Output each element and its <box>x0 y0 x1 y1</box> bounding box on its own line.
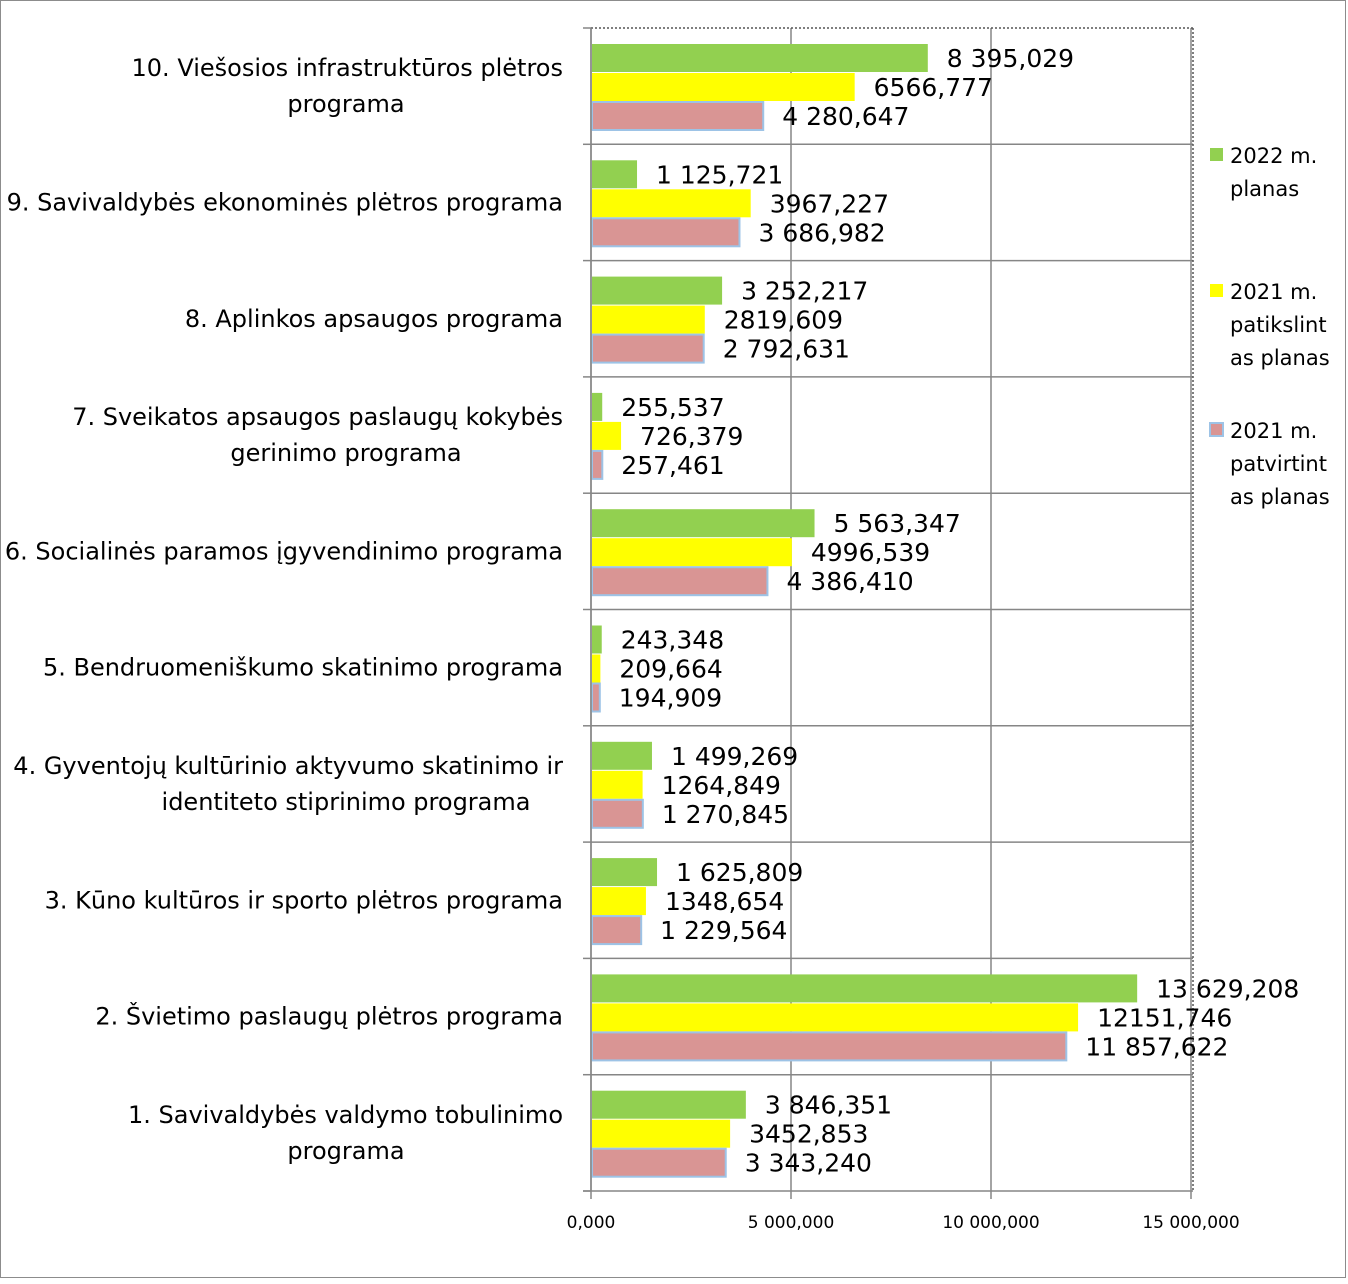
legend: 2022 m. planas 2021 m. patikslint as planas 2… <box>1209 144 1330 509</box>
bar-2-cat-1 <box>592 73 855 101</box>
bar-2-cat-10 <box>592 1119 731 1148</box>
bar-2-cat-7 <box>592 770 643 799</box>
value-label-2-cat-9: 12151,746 <box>1097 1003 1232 1032</box>
category-label-6-line-1: 5. Bendruomeniškumo skatinimo programa <box>43 654 563 682</box>
value-label-1-cat-7: 1 499,269 <box>671 742 798 771</box>
value-label-3-cat-1: 4 280,647 <box>782 102 909 131</box>
legend-swatch-3 <box>1209 422 1224 437</box>
grid-layer <box>590 27 1194 1191</box>
value-label-1-cat-10: 3 846,351 <box>765 1091 892 1120</box>
x-tick-label-1: 5 000,000 <box>748 1213 835 1233</box>
bar-2-cat-9 <box>592 1003 1079 1032</box>
value-label-1-cat-6: 243,348 <box>621 626 724 655</box>
legend-label-3-line-2: patvirtint <box>1230 452 1327 476</box>
legend-label-3-line-3: as planas <box>1230 485 1330 509</box>
legend-label-2-line-3: as planas <box>1230 346 1330 370</box>
bar-2-cat-2 <box>592 189 751 218</box>
legend-label-2-line-1: 2021 m. <box>1230 280 1317 304</box>
category-label-5-line-1: 6. Socialinės paramos įgyvendinimo progr… <box>5 537 563 565</box>
bar-2-cat-4 <box>592 421 622 450</box>
x-tick-label-3: 15 000,000 <box>1142 1213 1239 1233</box>
value-label-2-cat-8: 1348,654 <box>665 887 784 916</box>
bar-3-cat-6 <box>591 682 601 713</box>
bar-3-cat-3 <box>591 333 705 364</box>
value-label-3-cat-3: 2 792,631 <box>723 335 850 364</box>
bar-3-cat-8 <box>591 915 643 946</box>
value-label-2-cat-4: 726,379 <box>640 422 743 451</box>
bar-2-cat-5 <box>592 538 792 567</box>
bar-2-cat-3 <box>592 305 705 334</box>
value-label-2-cat-2: 3967,227 <box>770 189 889 218</box>
legend-label-1-line-1: 2022 m. <box>1230 144 1317 168</box>
legend-swatch-2 <box>1210 284 1223 297</box>
category-label-9-line-1: 2. Švietimo paslaugų plėtros programa <box>95 1001 563 1031</box>
legend-label-3-line-1: 2021 m. <box>1230 419 1317 443</box>
category-label-1-line-2: programa <box>287 90 404 118</box>
value-label-3-cat-6: 194,909 <box>619 684 722 713</box>
category-label-3-line-1: 8. Aplinkos apsaugos programa <box>185 305 563 333</box>
category-label-8-line-1: 3. Kūno kultūros ir sporto plėtros progr… <box>45 886 563 914</box>
axis-layer: 0,000 5 000,000 10 000,000 15 000,000 <box>567 27 1240 1233</box>
bar-1-cat-5 <box>592 509 815 538</box>
value-label-1-cat-1: 8 395,029 <box>947 44 1074 73</box>
bar-2-cat-6 <box>592 654 601 683</box>
bar-layer <box>591 44 1138 1178</box>
bar-3-cat-5 <box>591 566 769 597</box>
bar-1-cat-1 <box>592 44 928 72</box>
bar-1-cat-3 <box>592 276 723 305</box>
category-label-7-line-1: 4. Gyventojų kultūrinio aktyvumo skatini… <box>13 752 563 780</box>
bar-1-cat-7 <box>592 741 652 770</box>
value-label-2-cat-5: 4996,539 <box>811 538 930 567</box>
bar-3-cat-1 <box>591 101 765 131</box>
bar-1-cat-10 <box>592 1090 746 1119</box>
bar-1-cat-9 <box>592 974 1138 1003</box>
bar-2-cat-8 <box>592 887 646 916</box>
value-label-1-cat-8: 1 625,809 <box>676 858 803 887</box>
legend-label-1-line-2: planas <box>1230 177 1299 201</box>
bar-1-cat-2 <box>592 160 638 189</box>
value-label-3-cat-9: 11 857,622 <box>1085 1032 1228 1061</box>
bar-3-cat-4 <box>591 449 604 480</box>
value-label-1-cat-2: 1 125,721 <box>656 160 783 189</box>
category-label-2-line-1: 9. Savivaldybės ekonominės plėtros progr… <box>7 188 563 216</box>
value-label-1-cat-3: 3 252,217 <box>741 277 868 306</box>
bar-1-cat-6 <box>592 625 602 654</box>
legend-label-2-line-2: patikslint <box>1230 313 1327 337</box>
value-label-1-cat-5: 5 563,347 <box>834 509 961 538</box>
value-label-3-cat-10: 3 343,240 <box>745 1149 872 1178</box>
value-label-2-cat-7: 1264,849 <box>662 771 781 800</box>
category-label-4-line-2: gerinimo programa <box>230 439 461 467</box>
category-label-1-line-1: 10. Viešosios infrastruktūros plėtros <box>132 54 563 82</box>
value-label-2-cat-10: 3452,853 <box>749 1120 868 1149</box>
category-label-7-line-2: identiteto stiprinimo programa <box>162 788 531 816</box>
bar-3-cat-9 <box>591 1031 1068 1062</box>
category-label-4-line-1: 7. Sveikatos apsaugos paslaugų kokybės <box>72 403 563 431</box>
value-label-1-cat-9: 13 629,208 <box>1156 974 1299 1003</box>
bar-3-cat-2 <box>591 217 741 248</box>
value-label-3-cat-5: 4 386,410 <box>786 567 913 596</box>
bar-1-cat-4 <box>592 392 603 421</box>
x-tick-label-0: 0,000 <box>567 1213 616 1233</box>
value-label-2-cat-3: 2819,609 <box>724 306 843 335</box>
value-label-1-cat-4: 255,537 <box>621 393 724 422</box>
category-label-10-line-2: programa <box>287 1137 404 1165</box>
value-label-2-cat-6: 209,664 <box>619 655 722 684</box>
value-label-3-cat-2: 3 686,982 <box>758 218 885 247</box>
x-tick-label-2: 10 000,000 <box>942 1213 1039 1233</box>
bar-3-cat-10 <box>591 1147 727 1178</box>
value-label-3-cat-4: 257,461 <box>621 451 724 480</box>
value-label-3-cat-7: 1 270,845 <box>662 800 789 829</box>
value-label-3-cat-8: 1 229,564 <box>660 916 787 945</box>
legend-swatch-1 <box>1210 148 1223 161</box>
bar-3-cat-7 <box>591 798 644 829</box>
category-label-10-line-1: 1. Savivaldybės valdymo tobulinimo <box>128 1101 563 1129</box>
bar-1-cat-8 <box>592 858 658 887</box>
value-label-2-cat-1: 6566,777 <box>874 73 993 102</box>
